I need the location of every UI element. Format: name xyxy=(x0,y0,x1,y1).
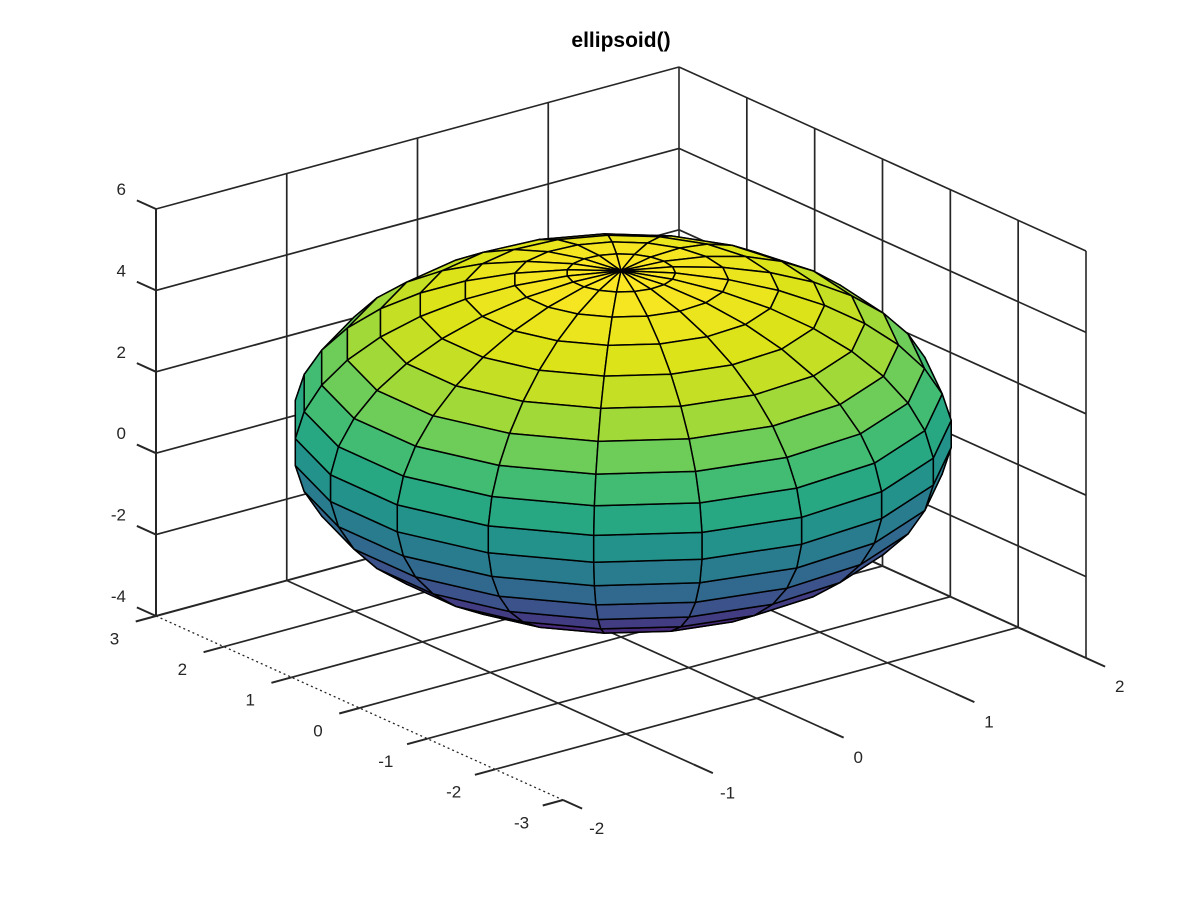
y-tick-mark xyxy=(542,799,564,807)
y-tick-label: 1 xyxy=(245,691,254,710)
z-tick-mark xyxy=(136,280,157,292)
surface-face xyxy=(603,343,672,377)
y-tick-mark xyxy=(135,615,157,623)
grid-line-floor xyxy=(286,579,695,766)
z-tick-mark xyxy=(136,362,157,373)
y-tick-mark xyxy=(338,707,360,715)
y-tick-mark xyxy=(271,676,292,684)
surface-face xyxy=(600,373,682,410)
x-tick-mark xyxy=(954,692,975,704)
y-tick-label: -1 xyxy=(378,752,393,771)
z-tick-label: 2 xyxy=(117,343,126,362)
surface-face xyxy=(597,405,690,443)
box-edge-top-left-wall xyxy=(155,66,680,210)
y-tick-label: 2 xyxy=(178,660,187,679)
y-tick-label: 0 xyxy=(313,721,322,740)
box-edge-top-right-wall xyxy=(678,66,1087,252)
x-tick-label: 2 xyxy=(1115,677,1124,696)
z-tick-label: 6 xyxy=(117,180,126,199)
z-tick-label: -4 xyxy=(111,587,126,606)
z-tick-mark xyxy=(136,525,157,536)
z-tick-label: -2 xyxy=(111,506,126,525)
y-tick-label: 3 xyxy=(110,629,119,648)
y-tick-mark xyxy=(474,768,496,776)
y-tick-mark xyxy=(406,737,428,746)
x-tick-label: -1 xyxy=(720,784,735,803)
axes-tick-labels: 3 2 1 0 -1 -2 -3 -2 -1 0 1 2 -4 -2 0 2 4 6 xyxy=(110,180,1125,838)
plot-title: ellipsoid() xyxy=(571,29,670,52)
surface-face xyxy=(593,470,701,507)
x-tick-label: 0 xyxy=(853,748,862,767)
y-tick-label: -2 xyxy=(446,783,461,802)
surface-face xyxy=(592,502,703,537)
x-tick-mark xyxy=(562,799,583,810)
ellipsoid-surface xyxy=(294,233,952,634)
surface-face xyxy=(595,438,697,475)
z-tick-mark xyxy=(136,606,157,617)
surface-face xyxy=(592,531,703,564)
y-tick-label: -3 xyxy=(514,813,529,832)
surface-face xyxy=(593,582,701,606)
x-tick-label: -2 xyxy=(589,819,604,838)
x-tick-label: 1 xyxy=(984,713,993,732)
grid-line-wall-left xyxy=(155,147,680,292)
y-tick-mark xyxy=(203,645,225,654)
x-tick-mark xyxy=(824,728,845,739)
z-tick-mark xyxy=(136,443,157,455)
surface-face xyxy=(592,558,703,587)
axes-tick-marks xyxy=(135,199,1106,810)
z-tick-label: 4 xyxy=(117,261,126,280)
grid-line-wall-right xyxy=(678,147,1087,334)
x-tick-mark xyxy=(693,763,714,775)
z-tick-label: 0 xyxy=(117,424,126,443)
x-tick-mark xyxy=(1085,657,1106,668)
z-tick-mark xyxy=(136,199,157,210)
